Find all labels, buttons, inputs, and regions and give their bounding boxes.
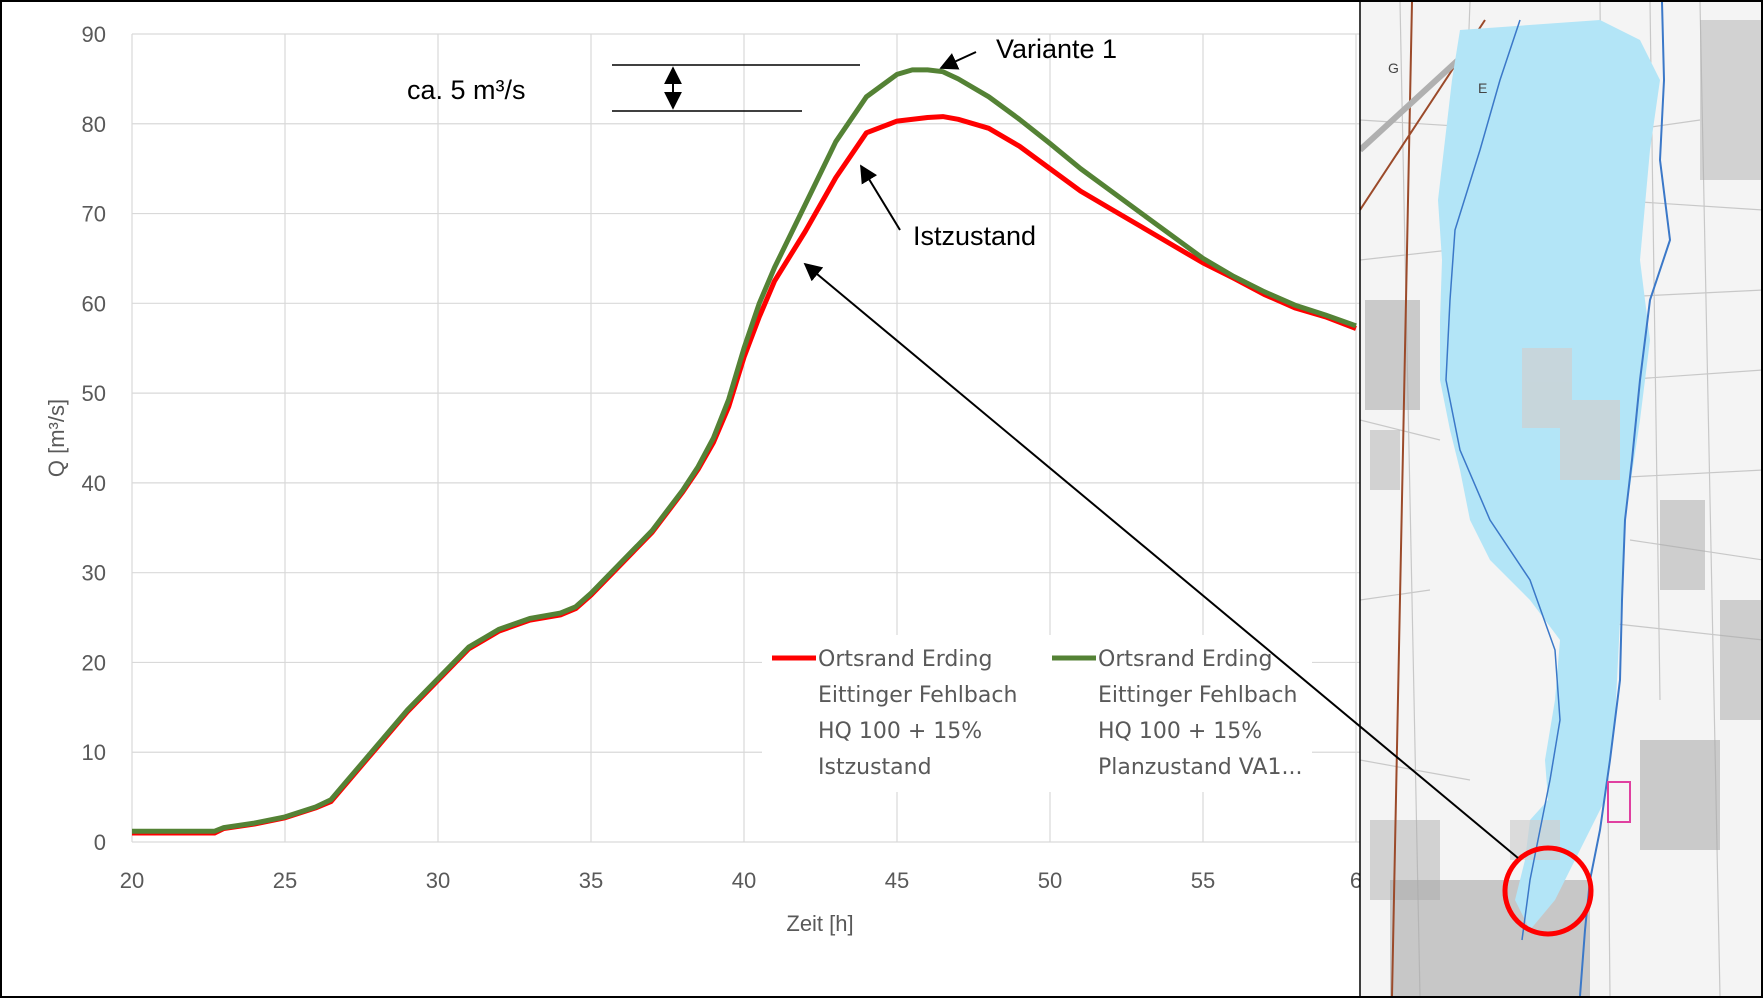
legend-label-variante-line-4: Planzustand VA1... xyxy=(1098,755,1302,780)
x-tick-label: 55 xyxy=(1191,868,1215,893)
map-settlements xyxy=(1365,20,1761,996)
map-label-g: G xyxy=(1388,60,1399,76)
y-tick-label: 0 xyxy=(94,830,106,855)
legend-background xyxy=(762,635,1312,792)
istzustand-label: Istzustand xyxy=(913,221,1036,251)
y-tick-label: 10 xyxy=(82,740,106,765)
difference-label: ca. 5 m³/s xyxy=(407,75,526,105)
y-tick-label: 30 xyxy=(82,561,106,586)
legend-label-istzustand-line-3: HQ 100 + 15% xyxy=(818,719,982,744)
x-tick-label: 6 xyxy=(1350,868,1362,893)
x-tick-label: 30 xyxy=(426,868,450,893)
series xyxy=(132,67,1357,836)
map-river-secondary xyxy=(1445,19,1561,941)
variante-arrow xyxy=(939,51,977,70)
map-river-main xyxy=(1579,2,1672,996)
legend-label-istzustand-line-4: Istzustand xyxy=(818,755,932,780)
x-tick-label: 40 xyxy=(732,868,756,893)
legend-label-variante-line-3: HQ 100 + 15% xyxy=(1098,719,1262,744)
y-tick-label: 50 xyxy=(82,381,106,406)
x-tick-label: 20 xyxy=(120,868,144,893)
grid xyxy=(131,33,1360,843)
y-tick-label: 20 xyxy=(82,650,106,675)
location-circle xyxy=(1502,845,1594,937)
inset-map: G E xyxy=(1360,2,1761,996)
map-highlight-box xyxy=(1607,781,1631,823)
y-axis-title: Q [m³/s] xyxy=(44,399,69,477)
y-axis-ticks: 0 10 20 30 40 50 60 70 80 90 xyxy=(82,22,106,855)
y-tick-label: 60 xyxy=(82,291,106,316)
variante-label: Variante 1 xyxy=(996,34,1117,64)
map-dry-patches xyxy=(1510,348,1620,860)
y-tick-label: 80 xyxy=(82,112,106,137)
legend-label-variante-line-2: Eittinger Fehlbach xyxy=(1098,683,1297,708)
y-tick-label: 90 xyxy=(82,22,106,47)
annotation-difference: ca. 5 m³/s xyxy=(407,64,860,112)
x-tick-label: 45 xyxy=(885,868,909,893)
x-tick-label: 35 xyxy=(579,868,603,893)
series-line-planzustand xyxy=(132,67,1357,834)
map-label-e: E xyxy=(1478,80,1487,96)
y-tick-label: 40 xyxy=(82,471,106,496)
annotation-variante: Variante 1 xyxy=(939,34,1117,70)
map-flood-area xyxy=(1438,20,1660,930)
x-axis-title: Zeit [h] xyxy=(786,911,853,936)
x-tick-label: 25 xyxy=(273,868,297,893)
legend: Ortsrand Erding Eittinger Fehlbach HQ 10… xyxy=(762,635,1312,792)
y-tick-label: 70 xyxy=(82,202,106,227)
legend-label-variante-line-1: Ortsrand Erding xyxy=(1098,647,1272,672)
legend-label-istzustand-line-2: Eittinger Fehlbach xyxy=(818,683,1017,708)
annotation-istzustand: Istzustand xyxy=(860,164,1036,251)
location-arrow xyxy=(803,262,1519,859)
istzustand-arrow xyxy=(860,164,901,231)
legend-label-istzustand-line-1: Ortsrand Erding xyxy=(818,647,992,672)
x-tick-label: 50 xyxy=(1038,868,1062,893)
x-axis-ticks: 20 25 30 35 40 45 50 55 6 xyxy=(120,868,1362,893)
